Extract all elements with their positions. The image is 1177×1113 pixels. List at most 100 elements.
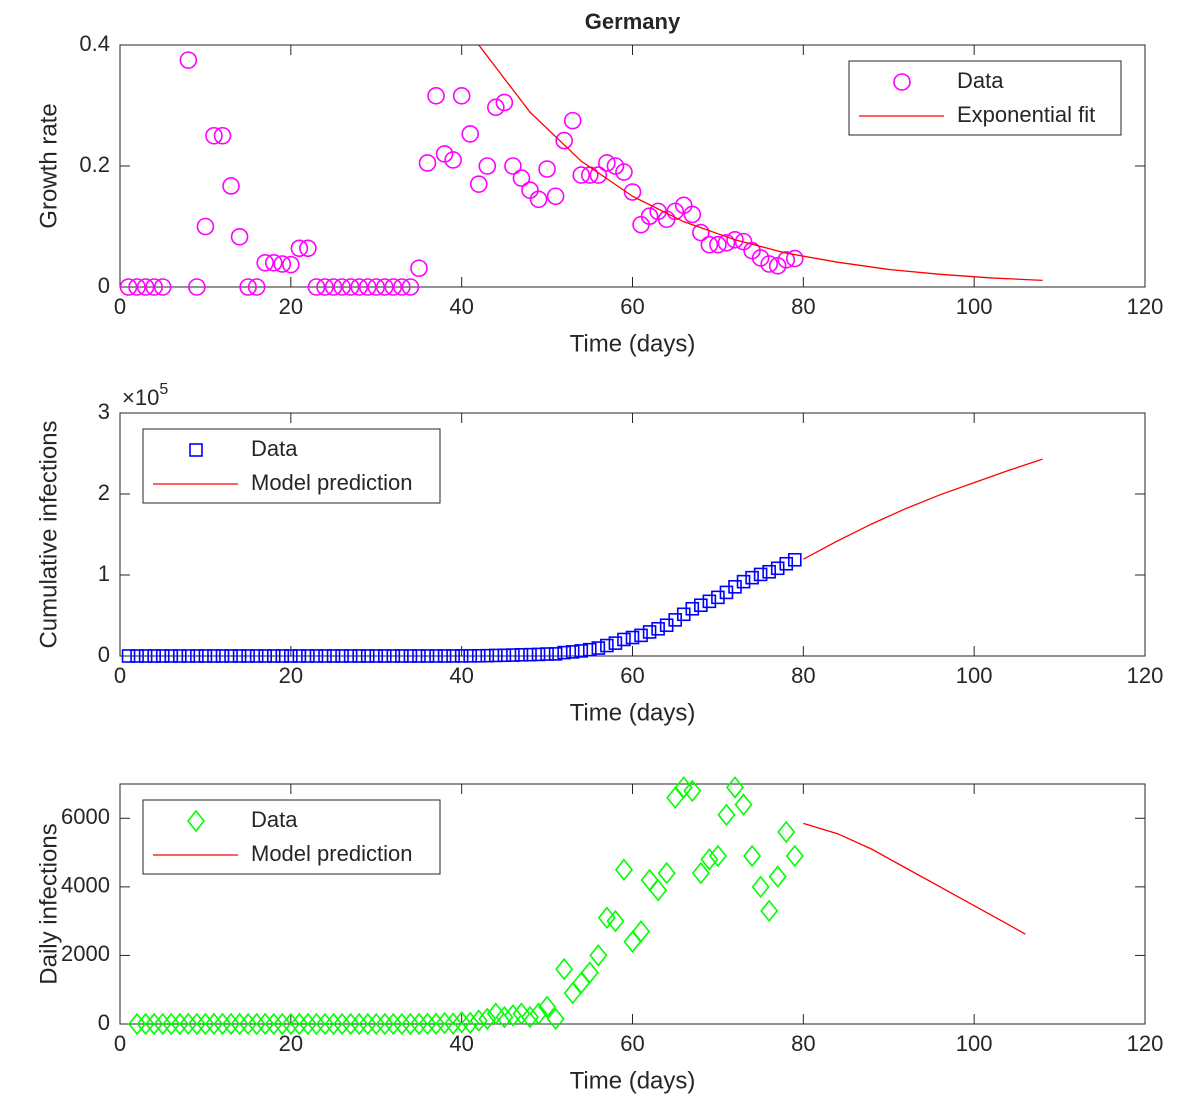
data-point bbox=[760, 255, 778, 273]
data-point bbox=[307, 278, 326, 296]
data-point bbox=[155, 649, 170, 663]
y-axis-label: Growth rate bbox=[35, 103, 62, 228]
data-point bbox=[205, 126, 223, 145]
data-point bbox=[275, 649, 290, 663]
data-point bbox=[341, 278, 360, 296]
data-point bbox=[777, 250, 796, 269]
data-point bbox=[589, 166, 608, 184]
data-point bbox=[600, 638, 614, 653]
data-point bbox=[350, 278, 368, 296]
legend-marker bbox=[893, 73, 911, 91]
x-axis-label: Time (days) bbox=[570, 1067, 696, 1094]
data-point bbox=[256, 1012, 275, 1036]
data-point bbox=[497, 648, 512, 663]
data-point bbox=[529, 1002, 548, 1025]
data-point bbox=[247, 278, 266, 296]
data-point bbox=[298, 1012, 317, 1036]
data-point bbox=[478, 1007, 497, 1031]
data-point bbox=[770, 561, 785, 576]
data-point bbox=[437, 649, 452, 663]
data-point bbox=[207, 649, 221, 663]
data-point bbox=[213, 1012, 232, 1036]
data-point bbox=[529, 190, 548, 209]
data-point bbox=[546, 187, 565, 206]
data-point bbox=[409, 1012, 428, 1036]
data-point bbox=[461, 1011, 480, 1035]
data-point bbox=[702, 594, 717, 609]
data-point bbox=[538, 160, 556, 178]
data-point bbox=[625, 630, 640, 645]
data-point bbox=[469, 175, 488, 193]
x-tick-label: 0 bbox=[114, 294, 126, 319]
data-point bbox=[187, 1012, 206, 1036]
data-point bbox=[412, 649, 426, 663]
data-point bbox=[649, 879, 668, 902]
data-point bbox=[785, 249, 804, 268]
data-point bbox=[726, 231, 744, 249]
data-point bbox=[478, 157, 497, 175]
y-tick-label: 0 bbox=[98, 642, 110, 667]
data-point bbox=[751, 875, 770, 899]
data-point bbox=[145, 1012, 164, 1036]
data-point bbox=[512, 169, 531, 187]
legend-marker bbox=[186, 809, 206, 833]
fit-line bbox=[803, 458, 1043, 560]
y-scale-base: ×10 bbox=[122, 385, 159, 410]
x-axis-label: Time (days) bbox=[570, 699, 696, 726]
legend-marker bbox=[189, 443, 203, 457]
data-point bbox=[427, 87, 445, 105]
data-point bbox=[574, 644, 589, 658]
data-point bbox=[153, 278, 172, 296]
data-point bbox=[309, 649, 324, 663]
data-point bbox=[290, 239, 309, 258]
data-point bbox=[299, 239, 317, 258]
data-point bbox=[753, 567, 768, 582]
data-point bbox=[762, 564, 776, 579]
x-tick-label: 120 bbox=[1127, 1031, 1164, 1056]
data-point bbox=[386, 649, 401, 663]
y-tick-label: 6000 bbox=[61, 804, 110, 829]
data-point bbox=[232, 649, 247, 663]
data-point bbox=[452, 87, 471, 105]
data-point bbox=[341, 1012, 360, 1036]
data-point bbox=[700, 848, 719, 871]
data-point bbox=[557, 645, 571, 660]
data-point bbox=[369, 649, 384, 663]
data-point bbox=[591, 641, 606, 655]
data-point bbox=[420, 649, 435, 663]
data-point bbox=[632, 920, 651, 943]
data-point bbox=[736, 574, 751, 589]
data-point bbox=[264, 1012, 283, 1036]
data-point bbox=[548, 647, 563, 661]
data-point bbox=[264, 253, 283, 272]
data-point bbox=[469, 1009, 488, 1032]
data-point bbox=[292, 649, 307, 663]
data-point bbox=[734, 793, 753, 816]
data-point bbox=[343, 649, 358, 663]
legend-label: Model prediction bbox=[251, 841, 412, 866]
x-tick-label: 80 bbox=[791, 663, 815, 688]
x-tick-label: 100 bbox=[956, 663, 993, 688]
data-point bbox=[454, 649, 469, 663]
data-point bbox=[580, 961, 599, 984]
y-tick-label: 0 bbox=[98, 1010, 110, 1035]
data-point bbox=[598, 154, 616, 172]
data-point bbox=[410, 259, 428, 278]
data-point bbox=[418, 154, 437, 172]
data-point bbox=[230, 1012, 249, 1036]
x-tick-label: 100 bbox=[956, 1031, 993, 1056]
data-point bbox=[555, 131, 573, 150]
x-tick-label: 40 bbox=[449, 1031, 473, 1056]
data-point bbox=[489, 648, 503, 663]
data-point bbox=[694, 598, 708, 613]
data-point bbox=[222, 1012, 241, 1036]
data-point bbox=[717, 803, 736, 827]
data-point bbox=[640, 207, 659, 226]
data-point bbox=[335, 649, 349, 663]
x-axis-label: Time (days) bbox=[570, 330, 696, 357]
x-tick-label: 60 bbox=[620, 294, 644, 319]
data-point bbox=[224, 649, 238, 663]
data-point bbox=[147, 649, 161, 663]
legend-box bbox=[142, 428, 441, 504]
data-point bbox=[700, 235, 719, 254]
